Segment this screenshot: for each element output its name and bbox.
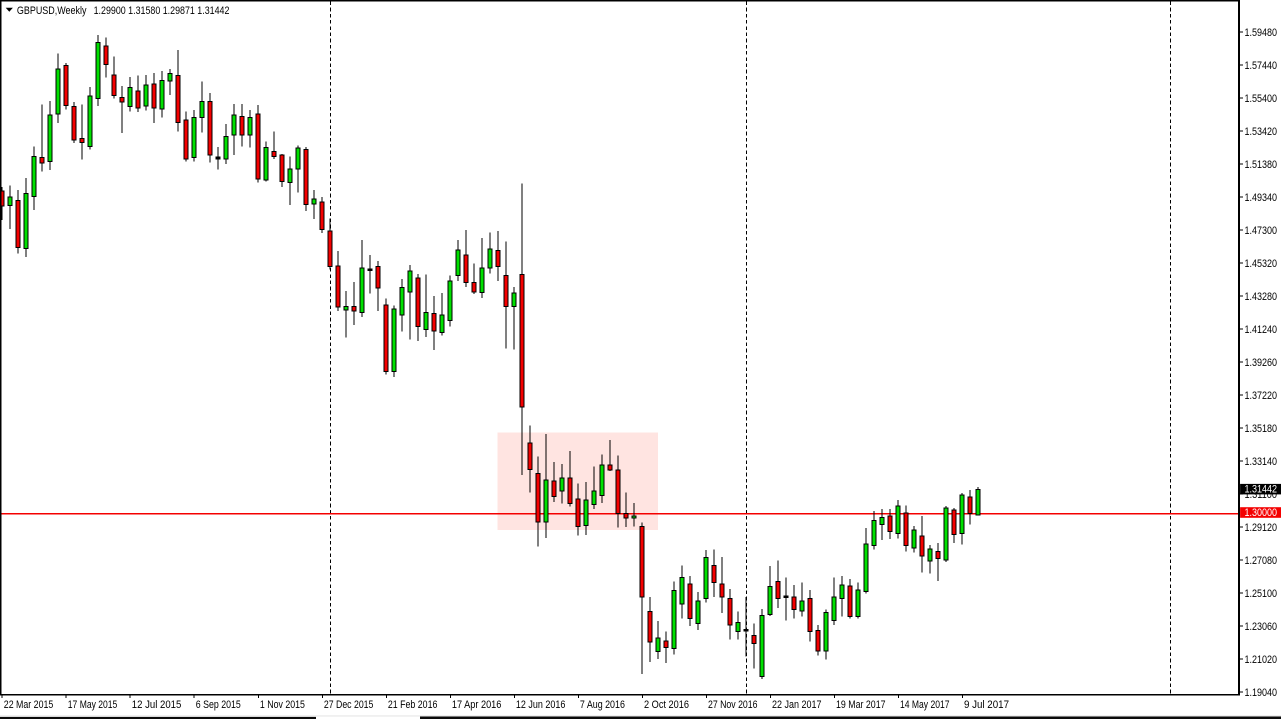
svg-text:22 Mar 2015: 22 Mar 2015 [4,699,54,711]
svg-text:1.41240: 1.41240 [1245,324,1278,336]
svg-text:1.30000: 1.30000 [1245,507,1278,519]
svg-text:1.35180: 1.35180 [1245,423,1278,435]
svg-text:2 Oct 2016: 2 Oct 2016 [644,699,689,711]
svg-text:1 Nov 2015: 1 Nov 2015 [260,699,305,711]
svg-text:12 Jul 2015: 12 Jul 2015 [132,699,182,711]
svg-text:22 Jan 2017: 22 Jan 2017 [772,699,822,711]
svg-text:7 Aug 2016: 7 Aug 2016 [580,699,625,711]
svg-text:GBPUSD,Weekly: GBPUSD,Weekly [17,5,87,17]
svg-text:6 Sep 2015: 6 Sep 2015 [196,699,241,711]
svg-text:17 Apr 2016: 17 Apr 2016 [452,699,502,711]
svg-text:1.31442: 1.31442 [1245,484,1278,496]
svg-text:1.55400: 1.55400 [1245,93,1278,105]
svg-text:12 Jun 2016: 12 Jun 2016 [516,699,566,711]
svg-text:9 Jul 2017: 9 Jul 2017 [964,699,1009,711]
svg-text:1.45320: 1.45320 [1245,258,1278,270]
svg-text:27 Nov 2016: 27 Nov 2016 [708,699,758,711]
svg-text:1.37220: 1.37220 [1245,390,1278,402]
svg-text:19 Mar 2017: 19 Mar 2017 [836,699,886,711]
svg-text:27 Dec 2015: 27 Dec 2015 [324,699,374,711]
svg-text:14 May 2017: 14 May 2017 [900,699,950,711]
svg-text:17 May 2015: 17 May 2015 [68,699,118,711]
svg-text:1.29120: 1.29120 [1245,522,1278,534]
svg-text:1.27080: 1.27080 [1245,555,1278,567]
svg-text:21 Feb 2016: 21 Feb 2016 [388,699,438,711]
svg-text:1.43280: 1.43280 [1245,291,1278,303]
svg-text:1.53420: 1.53420 [1245,126,1278,138]
svg-text:1.25100: 1.25100 [1245,588,1278,600]
svg-text:1.51380: 1.51380 [1245,159,1278,171]
svg-text:1.47300: 1.47300 [1245,225,1278,237]
svg-text:1.57440: 1.57440 [1245,60,1278,72]
svg-text:1.21020: 1.21020 [1245,654,1278,666]
svg-text:1.29900 1.31580 1.29871 1.3144: 1.29900 1.31580 1.29871 1.31442 [94,5,230,17]
svg-text:1.39260: 1.39260 [1245,357,1278,369]
svg-text:1.33140: 1.33140 [1245,456,1278,468]
svg-text:1.49340: 1.49340 [1245,192,1278,204]
svg-text:1.19040: 1.19040 [1245,687,1278,699]
svg-text:1.59480: 1.59480 [1245,27,1278,39]
svg-text:1.23060: 1.23060 [1245,621,1278,633]
